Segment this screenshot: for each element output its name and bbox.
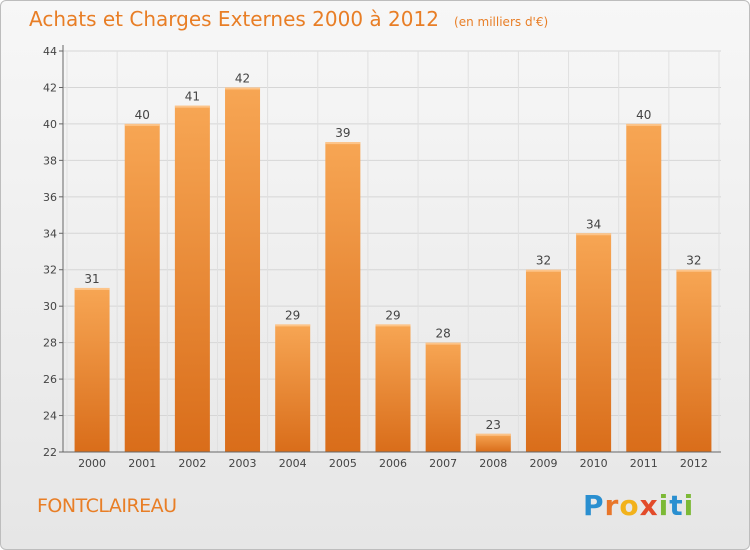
bar-highlight [525,269,561,272]
x-tick-label: 2011 [630,457,658,470]
logo-letter: r [604,489,620,522]
x-tick-label: 2005 [329,457,357,470]
bar-highlight [676,269,712,272]
y-tick-label: 44 [43,45,57,58]
data-label: 29 [285,308,300,322]
bar [425,342,461,452]
bar [676,269,712,452]
chart-title: Achats et Charges Externes 2000 à 2012 [29,7,439,31]
bar-highlight [174,105,210,108]
data-label: 28 [436,327,451,341]
x-tick-label: 2010 [580,457,608,470]
x-tick-label: 2000 [78,457,106,470]
commune-name: FONTCLAIREAU [37,495,177,517]
bar [525,269,561,452]
chart-heading: Achats et Charges Externes 2000 à 2012 (… [29,7,548,31]
bar [576,233,612,452]
data-label: 42 [235,71,250,85]
y-tick-label: 24 [43,410,57,423]
bar-highlight [225,87,261,90]
data-label: 29 [385,308,400,322]
logo-letter: i [683,489,695,522]
x-tick-label: 2006 [379,457,407,470]
y-tick-label: 36 [43,191,57,204]
logo-letter: t [669,489,684,522]
data-label: 34 [586,217,601,231]
bars: 31 40 41 42 29 39 29 28 23 32 34 40 32 [74,71,712,453]
y-tick-label: 40 [43,118,57,131]
y-tick-label: 30 [43,300,57,313]
logo-letter: x [639,489,659,522]
x-tick-label: 2001 [128,457,156,470]
logo-letter: P [583,489,605,522]
bar [475,433,511,452]
bar [275,324,311,452]
bar [124,123,160,452]
bar [225,87,261,453]
logo-letter: i [658,489,670,522]
x-tick-label: 2007 [429,457,457,470]
x-tick-label: 2012 [680,457,708,470]
y-tick-label: 32 [43,264,57,277]
bar-highlight [626,123,662,126]
x-tick-label: 2009 [529,457,557,470]
y-tick-label: 26 [43,373,57,386]
data-label: 32 [686,254,701,268]
data-label: 31 [84,272,99,286]
y-tick-label: 28 [43,337,57,350]
bar-highlight [325,142,361,145]
bar-highlight [124,123,160,126]
bar-highlight [425,342,461,345]
chart-subtitle: (en milliers d'€) [454,15,549,29]
x-tick-label: 2002 [178,457,206,470]
bar [626,123,662,452]
data-label: 41 [185,90,200,104]
bar-highlight [275,324,311,327]
bar [174,105,210,452]
logo-letter: o [619,489,640,522]
data-label: 23 [486,418,501,432]
y-tick-label: 34 [43,227,57,240]
bar [74,287,110,452]
data-label: 32 [536,254,551,268]
axes: 22 24 26 28 30 32 34 36 38 40 42 44 2000 2001 2002 2003… [43,45,721,470]
bar-highlight [375,324,411,327]
x-tick-label: 2008 [479,457,507,470]
x-tick-label: 2003 [229,457,257,470]
proxiti-logo: Proxiti [583,489,694,522]
bar-highlight [576,233,612,236]
y-tick-label: 42 [43,81,57,94]
bar [325,142,361,453]
bar [375,324,411,452]
data-label: 40 [135,108,150,122]
bar-highlight [74,287,110,290]
y-tick-label: 22 [43,446,57,459]
y-tick-label: 38 [43,154,57,167]
x-tick-label: 2004 [279,457,307,470]
data-label: 40 [636,108,651,122]
data-label: 39 [335,126,350,140]
bar-highlight [475,433,511,436]
